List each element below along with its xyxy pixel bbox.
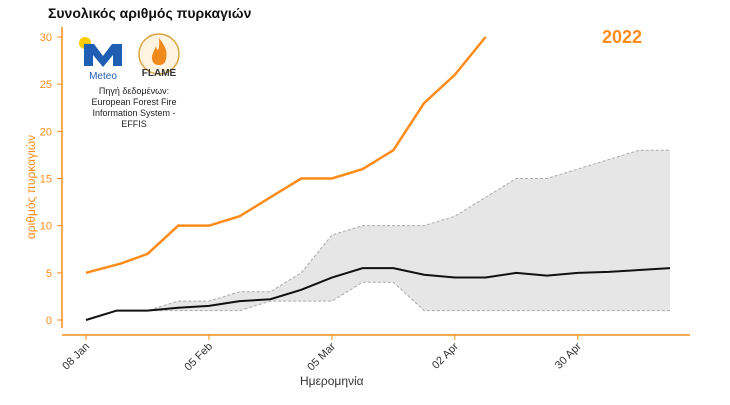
meteo-m-mark — [84, 44, 122, 67]
y-tick-label: 10 — [40, 221, 52, 233]
meteo-logo: Meteo — [79, 37, 122, 82]
data-source-note: Πηγή δεδομένων: European Forest Fire Inf… — [70, 86, 198, 130]
x-axis-label: Ημερομηνία — [300, 374, 364, 388]
range-band — [86, 150, 670, 320]
y-tick-label: 5 — [46, 268, 52, 280]
series-line-range-max — [85, 149, 670, 321]
year-label: 2022 — [602, 27, 643, 47]
y-tick-label: 0 — [46, 315, 52, 327]
x-tick-label: 05 Feb — [182, 341, 215, 374]
flame-logo: FLAME — [138, 33, 180, 79]
y-axis-label: αριθμός πυρκαγιών — [24, 134, 38, 240]
y-tick-label: 15 — [40, 174, 52, 186]
x-tick-label: 05 Mar — [305, 340, 338, 373]
source-line: Information System - — [92, 108, 176, 118]
flame-logo-text: FLAME — [142, 68, 177, 79]
source-line: EFFIS — [121, 119, 147, 129]
source-line: Πηγή δεδομένων: — [98, 86, 170, 96]
x-tick-label: 02 Apr — [430, 340, 461, 371]
chart-title: Συνολικός αριθμός πυρκαγιών — [48, 5, 252, 21]
source-line: European Forest Fire — [91, 97, 177, 107]
meteo-logo-text: Meteo — [89, 71, 117, 82]
x-tick-label: 08 Jan — [60, 341, 92, 373]
y-tick-label: 30 — [40, 32, 52, 44]
x-tick-label: 30 Apr — [553, 340, 584, 371]
series-line-mean — [85, 267, 671, 321]
series-line-range-min — [85, 281, 670, 321]
y-tick-label: 20 — [40, 126, 52, 138]
y-tick-label: 25 — [40, 79, 52, 91]
